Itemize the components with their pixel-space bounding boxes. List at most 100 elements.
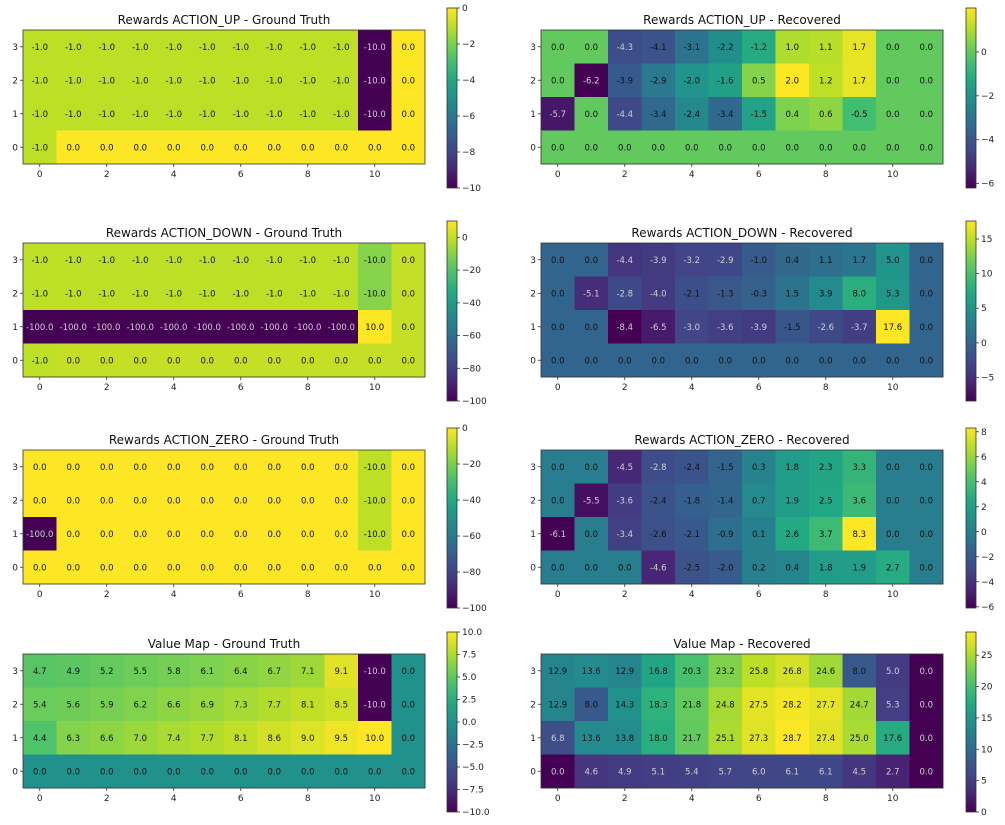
heatmap-cell <box>574 550 609 585</box>
heatmap-cell <box>123 130 158 165</box>
cell-value-label: 0.0 <box>33 463 47 473</box>
heatmap-cell <box>23 483 57 518</box>
cell-value-label: 0.0 <box>100 563 114 573</box>
heatmap-cell <box>608 721 642 755</box>
heatmap-cell <box>742 687 776 722</box>
heatmap-cell <box>541 343 575 378</box>
heatmap-cell <box>742 63 776 98</box>
cell-value-label: -1.0 <box>165 110 182 120</box>
heatmap-cell <box>541 63 575 98</box>
colorbar-tick-label: 4 <box>981 478 987 488</box>
heatmap-cell <box>190 517 225 551</box>
x-tick-label: 8 <box>823 383 829 393</box>
cell-value-label: 13.8 <box>615 734 634 744</box>
colorbar-tick-label: 5 <box>981 304 987 314</box>
heatmap-cell <box>608 343 642 378</box>
cell-value-label: 0.0 <box>752 143 766 153</box>
heatmap-cell <box>876 450 910 484</box>
heatmap-cell <box>708 483 743 518</box>
cell-value-label: 7.0 <box>133 734 147 744</box>
heatmap-cell <box>675 30 709 64</box>
cell-value-label: -5.1 <box>583 289 600 299</box>
colorbar <box>446 7 458 189</box>
y-tick-label: 2 <box>12 496 18 506</box>
plot-frame <box>22 29 426 165</box>
heatmap-cell <box>157 483 191 518</box>
cell-value-label: 0.0 <box>618 563 632 573</box>
y-tick-label: 1 <box>12 734 18 744</box>
heatmap-cell <box>775 450 810 484</box>
heatmap-cell <box>541 97 575 131</box>
heatmap-cell <box>257 276 292 311</box>
colorbar <box>965 7 977 189</box>
x-tick-label: 0 <box>37 170 43 180</box>
cell-value-label: -5.5 <box>583 496 600 506</box>
cell-value-label: 0.0 <box>618 143 632 153</box>
heatmap-cell <box>909 63 944 98</box>
heatmap-cell <box>876 130 910 165</box>
heatmap-cell <box>257 721 292 755</box>
cell-value-label: 0.0 <box>234 563 248 573</box>
cell-value-label: 1.9 <box>785 496 799 506</box>
heatmap-cell <box>775 483 810 518</box>
cell-value-label: 0.0 <box>551 289 565 299</box>
heatmap-cell <box>157 130 191 165</box>
cell-value-label: 0.0 <box>551 356 565 366</box>
heatmap-cell <box>291 654 325 688</box>
cell-value-label: 9.1 <box>334 667 348 677</box>
heatmap-cell <box>157 343 191 378</box>
cell-value-label: 13.6 <box>582 734 601 744</box>
cell-value-label: -0.3 <box>750 289 767 299</box>
heatmap-cell <box>324 97 359 131</box>
heatmap-cell <box>358 721 392 755</box>
cell-value-label: 0.0 <box>267 530 281 540</box>
colorbar-tick-label: −5.0 <box>462 763 484 773</box>
heatmap-cell <box>358 30 392 64</box>
x-tick-label: 4 <box>689 794 695 804</box>
heatmap-panel: Rewards ACTION_UP - Recovered 0.0 0.0 -4.3 -… <box>530 7 995 190</box>
cell-value-label: 4.9 <box>66 667 80 677</box>
cell-value-label: -1.2 <box>750 43 767 53</box>
heatmap-cell <box>876 30 910 64</box>
cell-value-label: 0.0 <box>401 43 415 53</box>
cell-value-label: 21.8 <box>682 700 701 710</box>
heatmap-cell <box>190 343 225 378</box>
heatmap-panel: Value Map - Ground Truth 4.7 4.9 5.2 5.5 5.8 6… <box>12 628 490 818</box>
heatmap-cell <box>641 30 676 64</box>
cell-value-label: -100.0 <box>328 323 355 333</box>
heatmap-panel: Rewards ACTION_UP - Ground Truth -1.0 -1.0… <box>12 4 481 194</box>
heatmap-cell <box>291 276 325 311</box>
heatmap-cell <box>574 310 609 344</box>
colorbar-tick-label: 10 <box>981 745 993 755</box>
heatmap-cell <box>224 654 258 688</box>
heatmap-cell <box>608 687 642 722</box>
heatmap-cell <box>157 754 191 789</box>
panel-title: Rewards ACTION_UP - Recovered <box>643 13 841 27</box>
cell-value-label: 26.8 <box>783 667 802 677</box>
heatmap-cell <box>708 687 743 722</box>
heatmap-cell <box>842 30 877 64</box>
cell-value-label: 0.0 <box>301 496 315 506</box>
heatmap-cell <box>358 97 392 131</box>
heatmap-cell <box>123 310 158 344</box>
heatmap-cell <box>742 130 776 165</box>
y-tick-label: 0 <box>530 563 536 573</box>
heatmap-cell <box>842 550 877 585</box>
heatmap-cell <box>641 310 676 344</box>
cell-value-label: -100.0 <box>93 323 120 333</box>
cell-value-label: 0.0 <box>133 496 147 506</box>
panel-title: Rewards ACTION_DOWN - Ground Truth <box>106 226 342 240</box>
heatmap-cell <box>157 687 191 722</box>
colorbar-tick-label: 10.0 <box>462 628 482 638</box>
cell-value-label: 0.0 <box>919 530 933 540</box>
heatmap-cell <box>23 687 57 722</box>
heatmap-cell <box>775 343 810 378</box>
x-tick-label: 10 <box>887 383 899 393</box>
heatmap-cell <box>842 130 877 165</box>
x-tick-label: 6 <box>756 590 762 600</box>
cell-value-label: 5.5 <box>133 667 147 677</box>
heatmap-cell <box>190 310 225 344</box>
heatmap-cell <box>742 550 776 585</box>
heatmap-cell <box>708 721 743 755</box>
